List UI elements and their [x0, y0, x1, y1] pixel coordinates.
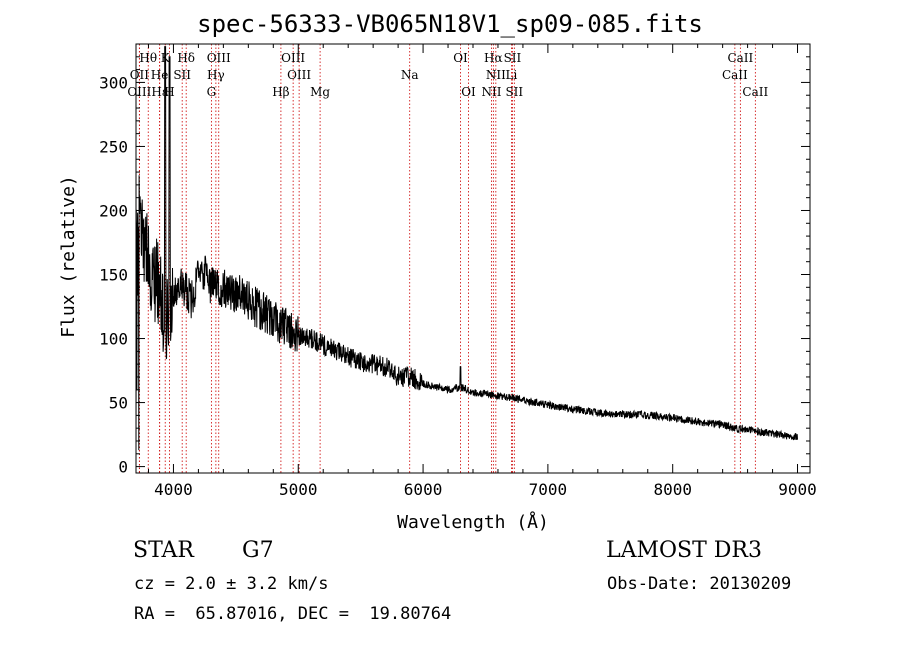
spectral-line-label: CaII — [742, 85, 768, 99]
redshift-label: cz = 2.0 ± 3.2 km/s — [134, 574, 329, 594]
spectral-line-label: NII — [486, 68, 506, 82]
x-tick-label: 6000 — [404, 480, 443, 499]
x-tick-label: 9000 — [778, 480, 817, 499]
y-tick-label: 150 — [99, 266, 128, 285]
spectral-line-label: OIII — [281, 51, 305, 65]
spectral-line-label: Hα — [484, 51, 503, 65]
x-tick-label: 7000 — [529, 480, 568, 499]
spectral-line-label: Hθ — [139, 51, 157, 65]
spectral-line-label: SII — [504, 51, 522, 65]
spectral-line-label: He — [151, 68, 169, 82]
spectral-line-label: Hβ — [272, 85, 289, 99]
spectral-line-label: SII — [505, 85, 523, 99]
spectral-line-label: CaII — [727, 51, 753, 65]
y-axis-label: Flux (relative) — [58, 175, 79, 338]
spectrum-line — [135, 46, 798, 452]
spectral-line-label: OII — [130, 68, 150, 82]
x-tick-label: 5000 — [279, 480, 318, 499]
y-tick-label: 100 — [99, 330, 128, 349]
spectral-line-label: OI — [453, 51, 468, 65]
x-tick-label: 4000 — [154, 480, 193, 499]
y-tick-label: 300 — [99, 73, 128, 92]
spectral-line-label: Li — [506, 68, 518, 82]
spectral-line-label: SII — [173, 68, 191, 82]
spectral-line-label: Mg — [310, 85, 330, 99]
y-tick-label: 50 — [109, 394, 128, 413]
spectral-marker-lines — [138, 44, 756, 473]
y-tick-label: 200 — [99, 201, 128, 220]
chart-title: spec-56333-VB065N18V1_sp09-085.fits — [197, 10, 703, 38]
plot-frame — [135, 43, 811, 474]
y-tick-label: 250 — [99, 137, 128, 156]
spectral-line-label: OIII — [287, 68, 311, 82]
survey-label: LAMOST DR3 — [606, 538, 762, 563]
spectral-line-label: Hδ — [177, 51, 195, 65]
x-tick-label: 8000 — [653, 480, 692, 499]
axes: 4000 5000 6000 7000 8000 9000 0 50 100 150 200 250 3… — [58, 44, 817, 533]
class-label: STAR — [133, 538, 194, 563]
spectral-line-label: OI — [461, 85, 476, 99]
subclass-label: G7 — [242, 538, 274, 563]
spectral-line-label: CaII — [722, 68, 748, 82]
spectral-line-label: OIII — [127, 85, 151, 99]
spectral-line-label: Hγ — [207, 68, 225, 82]
spectral-line-label: OIII — [207, 51, 231, 65]
spectral-line-label: G — [207, 85, 217, 99]
y-tick-label: 0 — [118, 458, 128, 477]
obs-date-label: Obs-Date: 20130209 — [607, 574, 792, 594]
spectral-line-label: Hε — [151, 85, 168, 99]
x-axis-label: Wavelength (Å) — [397, 511, 549, 533]
spectral-line-label: NII — [481, 85, 501, 99]
spectral-line-label: Na — [401, 68, 419, 82]
coords-label: RA = 65.87016, DEC = 19.80764 — [134, 604, 452, 624]
